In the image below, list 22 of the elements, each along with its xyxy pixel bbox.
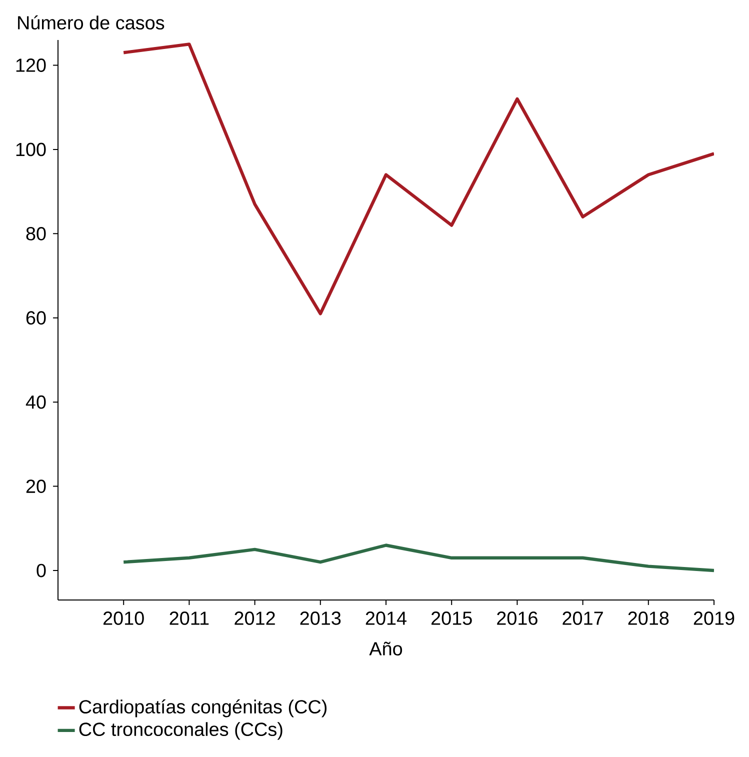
legend-label: CC troncoconales (CCs) [79,722,282,740]
y-tick-label: 100 [16,142,46,156]
y-tick-label: 120 [16,58,46,72]
x-tick-label: 2017 [562,612,603,625]
y-tick-label: 80 [26,226,46,240]
x-tick-label: 2014 [366,612,406,625]
x-tick-label: 2019 [694,612,734,625]
legend-label: Cardiopatías congénitas (CC) [79,699,327,718]
x-tick-label: 2011 [170,612,209,625]
y-axis-title: Número de casos [18,15,164,30]
x-axis-title: Año [369,642,402,656]
x-tick-label: 2013 [300,612,341,625]
x-tick-label: 2010 [104,612,144,625]
y-tick-label: 40 [26,395,46,409]
x-tick-label: 2015 [432,612,472,625]
x-tick-label: 2018 [628,612,669,625]
x-tick-label: 2012 [234,612,275,625]
y-tick-label: 20 [26,480,46,494]
x-tick-label: 2016 [497,612,538,625]
y-tick-label: 0 [36,564,46,578]
y-tick-label: 60 [26,311,46,325]
line-series [122,42,714,316]
